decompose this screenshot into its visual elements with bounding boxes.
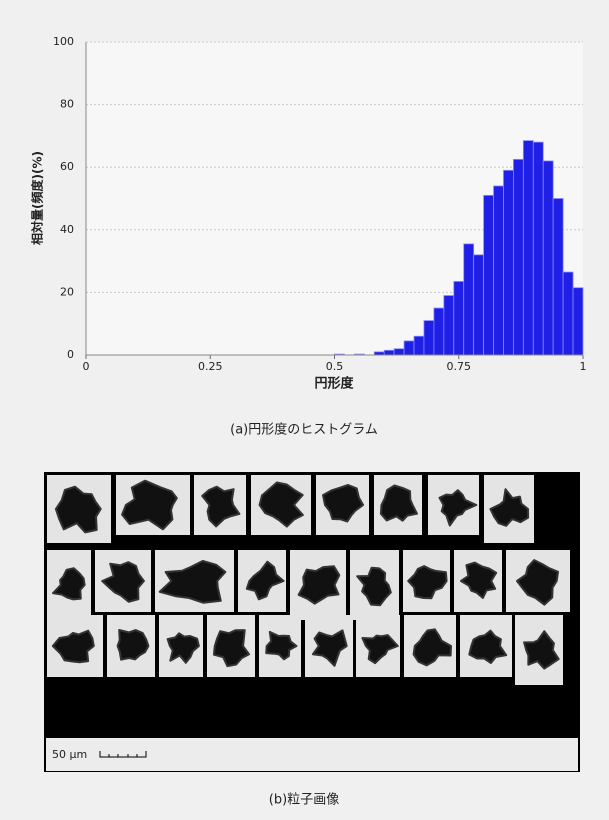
x-tick-label: 0.75 [447,360,472,373]
particle [489,488,530,527]
x-axis-label: 円形度 [314,376,354,392]
particle-tiles [47,475,570,685]
particle [322,484,365,523]
particle [54,485,102,534]
bar [513,158,524,356]
scale-bar [99,751,147,758]
caption: (a)円形度のヒストグラム [230,422,378,438]
bar [423,320,435,356]
y-tick-label: 0 [67,348,74,361]
particle [166,632,200,664]
particle [516,559,559,606]
particle [468,629,508,664]
bar [453,281,465,356]
y-tick-label: 60 [60,160,74,173]
bar [393,348,405,356]
scale-strip [46,738,578,771]
bar [473,254,485,356]
particle [158,559,227,604]
particle [379,484,418,522]
particle [361,634,399,665]
particle [101,561,145,603]
bar [493,185,504,356]
particle [297,565,341,605]
y-axis-label: 相対量(頻度)(%) [30,151,45,245]
caption: (b)粒子画像 [269,793,339,808]
bar [562,271,574,356]
x-tick-label: 0 [83,360,90,373]
particle [523,630,560,670]
particle [51,629,95,664]
bar [572,287,584,356]
x-tick-label: 1 [580,360,587,373]
y-tick-label: 20 [60,285,74,298]
particle [460,561,498,599]
particle [201,485,241,528]
bar [542,160,554,356]
particle [52,567,86,601]
bar [552,198,564,356]
x-tick-label: 0.5 [326,360,344,373]
bar [463,243,475,356]
particle [311,629,348,667]
scale-label: 50 µm [52,748,87,761]
particle [245,560,285,601]
plot: 0 20 40 60 80 100 0 0.25 0.5 0.75 1 [53,35,587,373]
y-tick-label: 80 [60,98,74,111]
bar [522,140,534,356]
bar [413,335,425,356]
x-tick-label: 0.25 [198,360,223,373]
bar [532,141,544,356]
bar [433,307,445,356]
bar [443,295,455,356]
bar [383,349,395,356]
particle [407,565,448,600]
bar [503,169,514,356]
particle [438,489,478,527]
particle [356,566,392,607]
particle [412,628,452,667]
particle [212,629,250,668]
y-tick-label: 40 [60,223,74,236]
bar [483,194,494,356]
y-tick-label: 100 [53,35,74,48]
particle [265,630,298,661]
particle [121,479,178,531]
bar [403,340,415,356]
particle [116,629,150,661]
particle [258,481,304,528]
